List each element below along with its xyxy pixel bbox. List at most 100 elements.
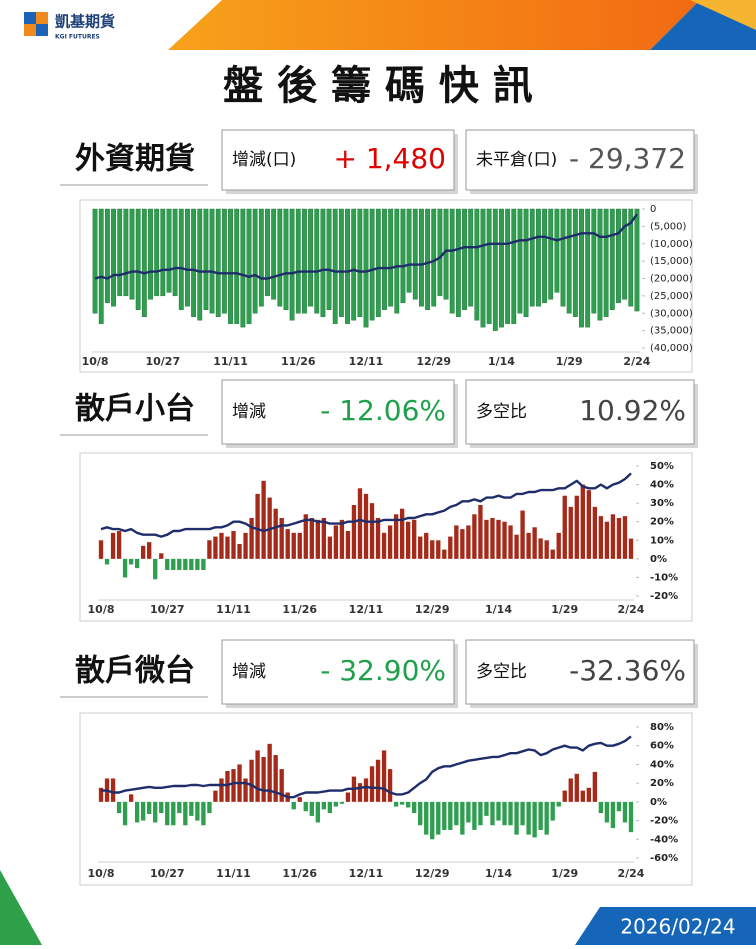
bar	[538, 538, 543, 559]
stat-box	[221, 129, 455, 191]
bar	[412, 801, 417, 814]
bar	[609, 208, 615, 310]
bar	[579, 208, 584, 328]
bar	[508, 801, 513, 826]
bar	[580, 484, 585, 559]
bar	[147, 542, 152, 559]
bar	[339, 801, 345, 804]
bar	[98, 540, 104, 559]
bar	[195, 801, 200, 821]
bar	[209, 208, 215, 314]
stat-box	[465, 379, 695, 445]
bar	[610, 801, 616, 829]
bar	[562, 495, 567, 559]
bar	[295, 208, 301, 314]
line	[100, 472, 632, 538]
bar	[185, 208, 190, 307]
bar	[556, 532, 561, 559]
bar	[436, 540, 441, 559]
bar	[480, 208, 486, 328]
x-tick-label: 11/26	[282, 867, 317, 880]
bar	[532, 527, 537, 559]
stat-label: 增減	[232, 402, 266, 422]
bar	[333, 525, 339, 559]
bar	[425, 208, 430, 310]
bar	[514, 534, 519, 559]
bar	[135, 208, 141, 310]
bar	[598, 801, 604, 814]
bar	[178, 208, 184, 310]
bar	[562, 790, 567, 802]
bar	[566, 208, 572, 314]
bar	[448, 536, 453, 559]
x-tick-label: 12/29	[415, 867, 450, 880]
bar	[128, 558, 134, 565]
bar	[154, 208, 160, 297]
bar	[116, 531, 122, 559]
bar	[171, 558, 176, 570]
bar	[574, 495, 579, 559]
bar	[418, 208, 424, 307]
bar	[231, 769, 236, 802]
bar	[622, 516, 628, 559]
bar	[273, 755, 278, 802]
bar	[333, 801, 339, 807]
y-tick-label: 10%	[650, 535, 674, 546]
bar	[499, 208, 504, 328]
bar	[129, 208, 135, 300]
bar	[548, 208, 554, 300]
stat-label: 多空比	[476, 402, 527, 422]
bar	[412, 208, 418, 300]
bar	[332, 208, 338, 324]
bar	[289, 208, 295, 321]
x-tick-label: 12/11	[349, 355, 384, 368]
bar	[111, 208, 116, 307]
stat-box	[221, 639, 455, 705]
bar	[544, 801, 549, 835]
bar	[399, 508, 405, 559]
bar	[550, 549, 555, 559]
bar	[466, 801, 471, 823]
bar	[369, 208, 375, 321]
bar	[265, 208, 270, 297]
bar	[523, 208, 529, 317]
bar	[148, 208, 153, 300]
bar	[249, 518, 254, 559]
bar	[634, 208, 640, 312]
bar	[393, 801, 399, 807]
bar	[283, 208, 289, 310]
bar	[315, 801, 320, 823]
bar	[237, 544, 242, 559]
bar	[592, 771, 598, 802]
stat-label: 增減(口)	[232, 150, 296, 170]
bar	[502, 521, 507, 559]
bar	[271, 208, 277, 300]
bar	[110, 778, 116, 802]
bar	[141, 801, 146, 821]
x-tick-label: 10/27	[150, 603, 185, 616]
bar	[297, 532, 302, 559]
bar	[147, 801, 152, 815]
bar	[302, 208, 307, 314]
bar	[472, 801, 477, 830]
bar	[382, 208, 387, 310]
bar	[400, 208, 406, 304]
bar	[568, 778, 573, 802]
section-title: 散戶微台	[75, 654, 195, 689]
bar	[387, 769, 393, 802]
x-tick-label: 2/24	[617, 867, 644, 880]
bar	[104, 558, 110, 565]
bar	[388, 208, 394, 307]
bar	[249, 759, 254, 802]
bar	[351, 505, 357, 559]
bar	[177, 558, 182, 570]
bar	[203, 208, 209, 310]
bar	[327, 801, 333, 814]
y-tick-label: 20%	[650, 517, 674, 528]
bar	[496, 519, 501, 559]
bar	[195, 558, 200, 570]
x-tick-label: 2/24	[623, 355, 650, 368]
bar	[586, 787, 591, 802]
bar	[165, 558, 170, 570]
x-tick-label: 1/29	[551, 867, 578, 880]
